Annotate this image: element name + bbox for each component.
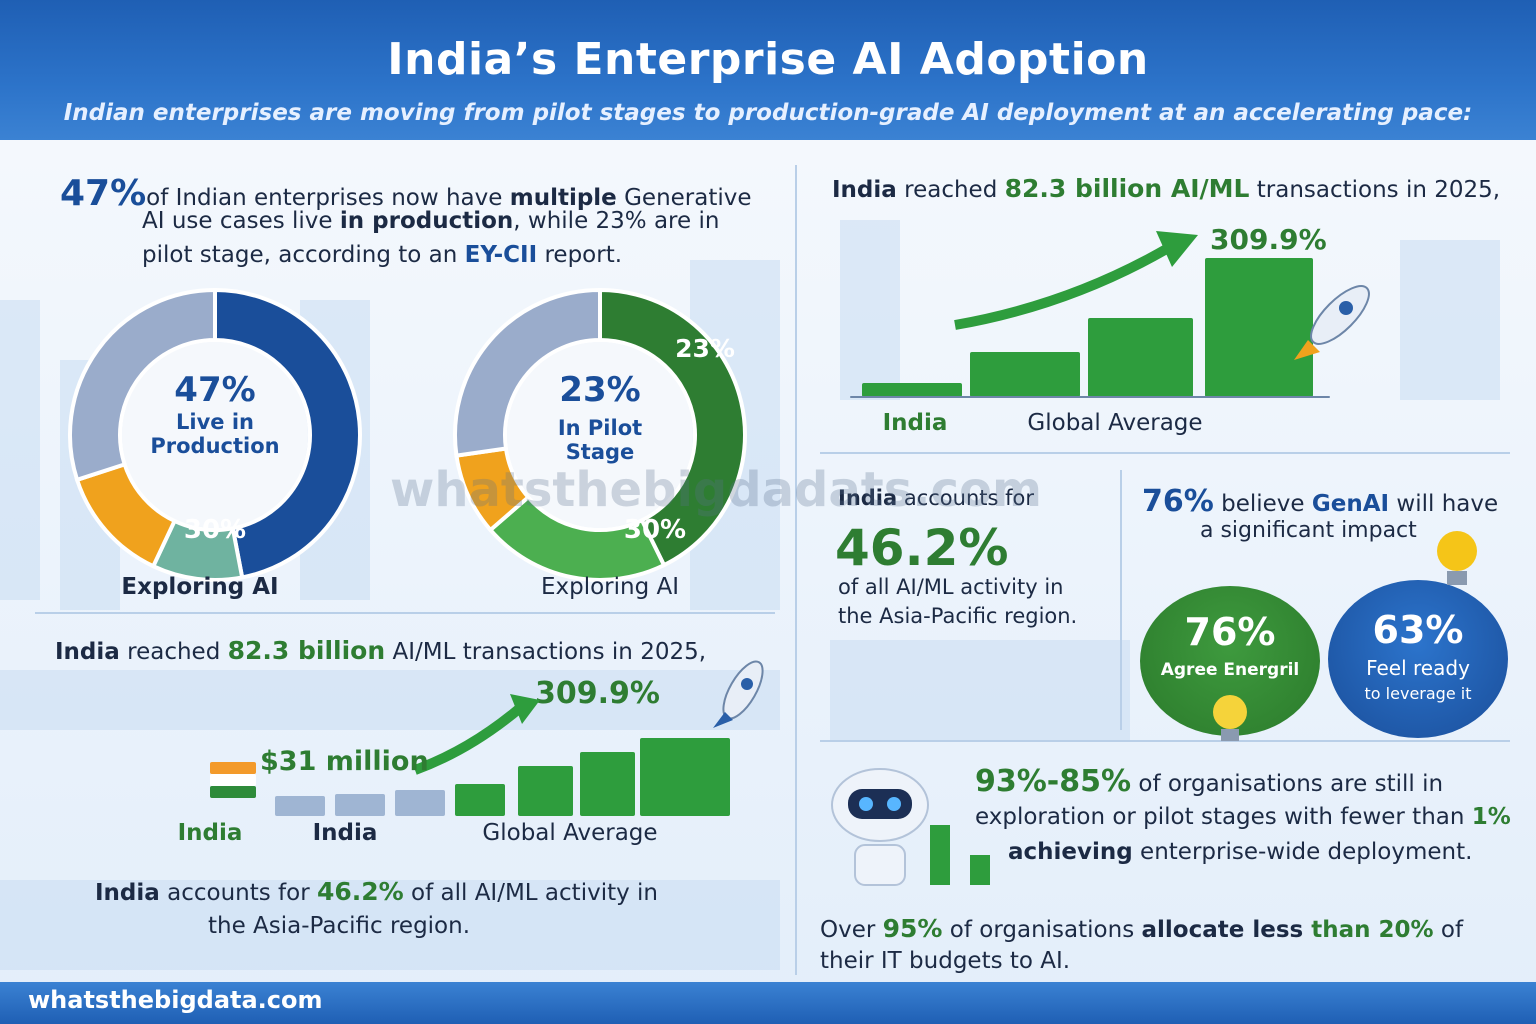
- city-block: [0, 670, 780, 730]
- footer-banner: [0, 982, 1536, 1024]
- divider-right-1: [820, 452, 1510, 454]
- footer-url[interactable]: whatsthebigdata.com: [28, 986, 323, 1014]
- right-share-percent: 46.2%: [835, 519, 1009, 577]
- header-banner: [0, 0, 1536, 140]
- budget-text-line2: their IT budgets to AI.: [820, 948, 1071, 974]
- divider-right-2: [820, 740, 1510, 742]
- exploration-text: 93%-85% of organisations are still in: [975, 764, 1444, 799]
- budget-text: Over 95% of organisations allocate less …: [820, 914, 1464, 943]
- left-bar: [395, 790, 445, 816]
- genai-ready-label-2: to leverage it: [1364, 684, 1472, 703]
- robot-icon: [831, 768, 990, 886]
- right-share-line1: of all AI/ML activity in: [838, 575, 1064, 599]
- page-title: India’s Enterprise AI Adoption: [387, 34, 1149, 85]
- right-share-heading: India accounts for: [838, 486, 1034, 510]
- donut1-segment-production: [213, 287, 362, 580]
- donut2-top-label: 23%: [675, 334, 735, 363]
- watermark: whatsthebigdadats.com: [390, 462, 1042, 518]
- left-bar: [580, 752, 635, 816]
- donut-hole: [122, 342, 308, 528]
- donut1-caption: Exploring AI: [121, 574, 279, 600]
- divider-vertical: [795, 165, 797, 975]
- donut-chart-production: [68, 287, 362, 582]
- city-block: [830, 640, 1130, 740]
- intro-text: 47%of Indian enterprises now have multip…: [60, 173, 752, 214]
- genai-ready-circle: [1328, 580, 1508, 738]
- genai-heading: 76% believe GenAI will have: [1142, 484, 1499, 519]
- donut-chart-pilot: [453, 287, 747, 582]
- right-label-global: Global Average: [1027, 410, 1203, 436]
- left-bar: [275, 796, 325, 816]
- donut2-segment-exploring: [453, 287, 602, 458]
- left-share-text: India accounts for 46.2% of all AI/ML ac…: [95, 877, 658, 906]
- genai-heading-line2: a significant impact: [1200, 518, 1417, 543]
- city-block: [1400, 240, 1500, 400]
- right-growth-percent: 309.9%: [1210, 223, 1327, 256]
- rocket-icon: [713, 660, 764, 728]
- left-transactions-text: India reached 82.3 billion AI/ML transac…: [55, 636, 707, 665]
- flag-stripe-white: [210, 774, 256, 786]
- left-growth-percent: 309.9%: [535, 676, 660, 711]
- flag-stripe-saffron: [210, 762, 256, 774]
- genai-ready-percent: 63%: [1372, 608, 1464, 652]
- right-bar: [862, 383, 962, 397]
- city-block: [0, 880, 780, 970]
- left-label-global: Global Average: [482, 820, 658, 846]
- right-bar: [970, 352, 1080, 397]
- right-bar: [1088, 318, 1193, 397]
- city-block: [0, 300, 40, 600]
- flag-stripe-green: [210, 786, 256, 798]
- city-block: [840, 220, 900, 400]
- genai-ready-label-1: Feel ready: [1366, 656, 1470, 680]
- intro-text-line2: AI use cases live in production, while 2…: [142, 208, 720, 234]
- exploration-text-line2: exploration or pilot stages with fewer t…: [975, 804, 1511, 830]
- left-bar: [335, 794, 385, 816]
- intro-percent: 47%: [60, 173, 147, 214]
- rocket-icon: [1294, 285, 1370, 360]
- right-axis: [850, 396, 1330, 398]
- donut-hole: [507, 342, 693, 528]
- lightbulb-icon: [1437, 531, 1477, 585]
- exploration-text-line3: achieving enterprise-wide deployment.: [1008, 839, 1473, 865]
- left-growth-arrow: [413, 694, 540, 775]
- page-subtitle: Indian enterprises are moving from pilot…: [63, 100, 1473, 126]
- donut2-center: 23% In Pilot Stage: [557, 370, 643, 464]
- right-label-india: India: [882, 410, 948, 436]
- right-transactions-text: India reached 82.3 billion AI/ML transac…: [832, 174, 1501, 203]
- right-bar: [1205, 258, 1313, 397]
- left-bar: [640, 738, 730, 816]
- intro-text-line3: pilot stage, according to an EY-CII repo…: [142, 242, 623, 268]
- donut1-segment-label: 30%: [183, 515, 247, 545]
- left-bar: [518, 766, 573, 816]
- left-label-india: India: [312, 820, 378, 846]
- donut2-caption: Exploring AI: [540, 574, 680, 600]
- donut2-segment-label: 30%: [623, 515, 687, 545]
- left-bar: [455, 784, 505, 816]
- right-share-line2: the Asia-Pacific region.: [838, 604, 1078, 628]
- genai-agree-percent: 76%: [1184, 610, 1276, 654]
- left-label-india-flag: India: [177, 820, 243, 846]
- lightbulb-icon: [1213, 695, 1247, 741]
- donut1-center: 47% Live in Production: [150, 370, 280, 458]
- donut2-segment-main: [598, 287, 747, 568]
- divider-left: [35, 612, 775, 614]
- genai-agree-label: Agree Energril: [1160, 660, 1300, 680]
- left-share-text-line2: the Asia-Pacific region.: [208, 913, 471, 939]
- donut1-segment-exploring: [68, 287, 217, 483]
- right-growth-arrow: [954, 231, 1198, 330]
- left-money-label: $31 million: [260, 746, 429, 777]
- divider-right-v: [1120, 470, 1122, 730]
